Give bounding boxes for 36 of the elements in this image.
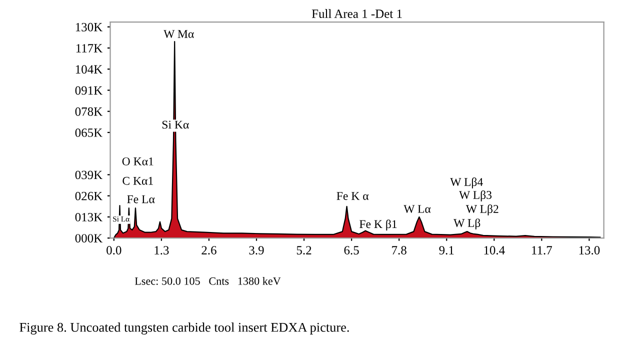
text: Lsec: 50.0 105 Cnts 1380 keV	[134, 277, 281, 285]
x-tick-label: 7.8	[392, 246, 406, 255]
annotation: W Lβ3	[459, 190, 492, 202]
y-tick-label: 117K	[76, 44, 102, 52]
x-tick-label: 9.1	[439, 246, 454, 255]
y-tick-label: 078K	[75, 107, 102, 116]
y-tick-label: 013K	[75, 212, 102, 222]
y-tick-label: 026K	[75, 192, 102, 200]
annotation: C Kα1	[122, 176, 153, 185]
x-tick-label: 1.3	[154, 246, 169, 255]
x-tick-label: 0.0	[106, 246, 122, 255]
x-tick-label: 3.9	[249, 246, 264, 255]
annotation: Si Kα	[162, 120, 189, 129]
annotation: Fe K β1	[360, 220, 397, 230]
y-tick-label: 039K	[75, 170, 102, 180]
chart-title: Full Area 1 -Det 1	[312, 9, 402, 18]
x-tick-label: 2.6	[202, 246, 216, 255]
y-tick-label: 104K	[76, 65, 102, 74]
x-tick-label: 13.0	[579, 246, 600, 255]
caption: Figure 8. Uncoated tungsten carbide tool insert EDXA picture.	[20, 322, 349, 335]
y-tick-label: 130K	[76, 22, 102, 32]
annotation: W Mα	[164, 30, 194, 38]
annotation: O Kα1	[122, 157, 154, 166]
x-tick-label: 6.5	[344, 246, 359, 255]
y-tick-label: 065K	[75, 128, 102, 137]
annotation: W Lβ	[454, 218, 480, 230]
x-tick-label: 5.2	[296, 246, 312, 255]
annotation: W Lα	[404, 205, 431, 213]
x-tick-label: 11.7	[532, 246, 552, 255]
x-tick-label: 10.4	[484, 246, 505, 255]
annotation: Fe K α	[336, 192, 369, 200]
y-tick-label: 000K	[75, 234, 102, 243]
annotation: W Lβ2	[466, 204, 498, 216]
annotation: Fe Lα	[127, 195, 155, 204]
annotation: W Lβ4	[450, 178, 483, 188]
y-tick-label: 091K	[75, 86, 102, 95]
